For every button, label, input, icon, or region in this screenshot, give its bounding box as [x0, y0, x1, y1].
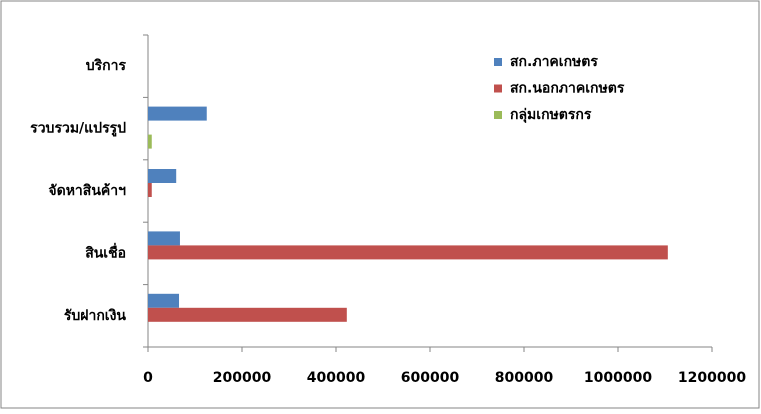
- legend-swatch: [494, 84, 502, 93]
- legend-label: สก.ภาคเกษตร: [510, 54, 598, 70]
- x-tick-label: 400000: [307, 370, 366, 386]
- y-tick-label: รวบรวม/แปรรูป: [30, 121, 126, 137]
- y-tick-label: รับฝากเงิน: [64, 308, 127, 324]
- x-tick-label: 1000000: [584, 370, 652, 386]
- y-tick-label: จัดหาสินค้าฯ: [48, 183, 126, 199]
- bar: [148, 307, 347, 322]
- legend-swatch: [494, 111, 502, 119]
- x-tick-label: 1200000: [678, 370, 746, 386]
- bar: [148, 183, 152, 197]
- bar: [148, 169, 177, 183]
- legend-label: กลุ่มเกษตรกร: [510, 107, 592, 123]
- y-tick-label: บริการ: [86, 58, 127, 74]
- x-tick-label: 200000: [213, 370, 272, 386]
- x-tick-label: 800000: [495, 370, 554, 386]
- x-tick-label: 600000: [401, 370, 460, 386]
- legend-label: สก.นอกภาคเกษตร: [510, 81, 625, 97]
- bar: [148, 134, 152, 149]
- bar: [148, 245, 668, 260]
- legend-swatch: [494, 58, 502, 66]
- y-tick-label: สินเชื่อ: [85, 242, 126, 261]
- bar: [148, 106, 207, 121]
- bar: [148, 293, 180, 308]
- bar: [148, 231, 180, 246]
- x-tick-label: 0: [143, 370, 153, 386]
